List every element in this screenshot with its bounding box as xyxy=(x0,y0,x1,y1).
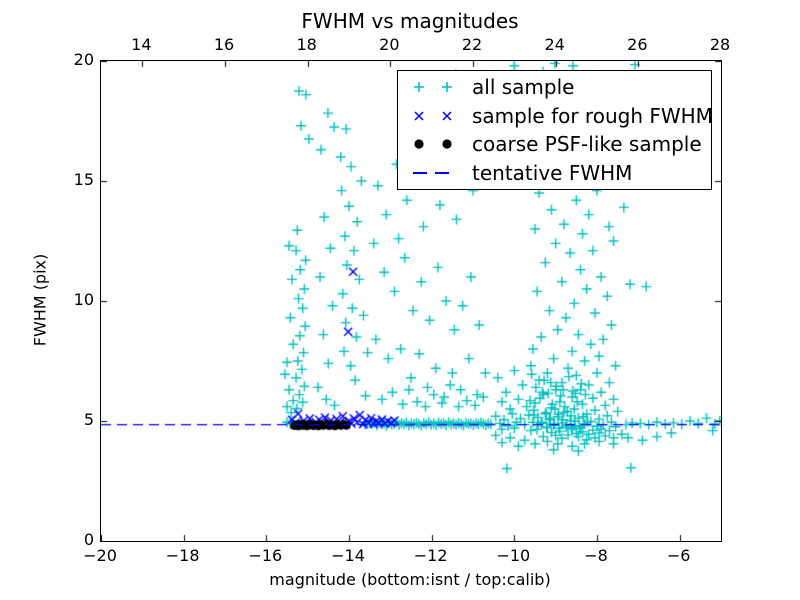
legend-label: tentative FWHM xyxy=(472,160,633,185)
x-tick-label-top: 18 xyxy=(296,35,317,54)
x-tick-label-bottom: −16 xyxy=(248,546,283,565)
x-tick-label-bottom: −10 xyxy=(496,546,531,565)
legend-entry-tentative-fwhm: tentative FWHM xyxy=(398,159,711,187)
y-tick-label: 5 xyxy=(83,410,94,429)
legend-label: coarse PSF-like sample xyxy=(472,132,702,157)
x-tick-label-bottom: −18 xyxy=(165,546,200,565)
x-tick-label-top: 24 xyxy=(544,35,565,54)
y-tick-label: 20 xyxy=(73,50,94,69)
x-tick-label-bottom: −14 xyxy=(331,546,365,565)
x-tick-label-top: 16 xyxy=(213,35,235,54)
x-axis-label: magnitude (bottom:isnt / top:calib) xyxy=(269,570,551,589)
x-tick-label-bottom: −12 xyxy=(413,546,448,565)
legend-entry-psf-sample: coarse PSF-like sample xyxy=(398,130,711,158)
legend-entry-rough-fwhm: sample for rough FWHM xyxy=(398,102,713,130)
x-tick-label-bottom: −8 xyxy=(584,546,608,565)
legend-label: all sample xyxy=(472,75,575,100)
x-tick-label-top: 14 xyxy=(131,35,152,54)
x-tick-label-top: 28 xyxy=(709,35,731,54)
chart-title: FWHM vs magnitudes xyxy=(301,9,519,33)
x-tick-label-top: 26 xyxy=(627,35,648,54)
dashed-line-icon xyxy=(413,171,449,174)
y-tick-label: 15 xyxy=(73,170,94,189)
dot-marker-icon xyxy=(414,139,452,149)
plus-marker-icon xyxy=(414,82,452,93)
y-tick-label: 0 xyxy=(83,530,94,549)
x-tick-label-top: 20 xyxy=(379,35,400,54)
legend: all sample sample for rough FWHM coarse … xyxy=(397,70,713,190)
x-tick-label-top: 22 xyxy=(461,35,483,54)
x-tick-label-bottom: −20 xyxy=(83,546,117,565)
legend-label: sample for rough FWHM xyxy=(472,103,713,128)
x-marker-icon xyxy=(414,111,452,121)
y-tick-label: 10 xyxy=(73,290,94,309)
x-tick-label-bottom: −6 xyxy=(666,546,691,565)
legend-entry-all-sample: all sample xyxy=(398,73,711,101)
